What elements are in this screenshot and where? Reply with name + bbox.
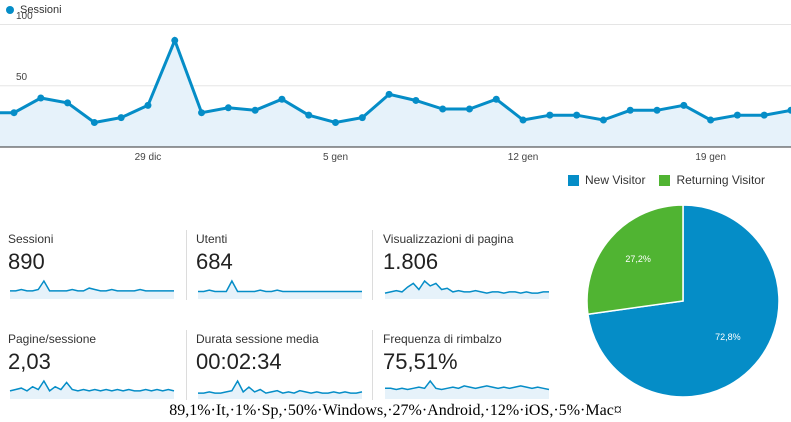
data-point[interactable]: [546, 111, 554, 119]
metric-label: Frequenza di rimbalzo: [383, 332, 502, 346]
metric-value: 2,03: [8, 349, 51, 374]
legend-label: Sessioni: [20, 4, 62, 16]
data-point[interactable]: [224, 104, 232, 112]
x-tick-label: 29 dic: [134, 152, 162, 163]
metric-label: Utenti: [196, 232, 228, 246]
data-point[interactable]: [358, 114, 366, 122]
sparkline-line: [198, 379, 363, 394]
sessions-line-chart[interactable]: [0, 0, 791, 170]
data-point[interactable]: [251, 106, 259, 114]
data-point[interactable]: [439, 105, 447, 113]
data-point[interactable]: [198, 109, 206, 117]
data-point[interactable]: [144, 101, 152, 109]
legend-returning-visitor[interactable]: Returning Visitor: [676, 173, 765, 187]
figure-caption: 89,1%·It,·1%·Sp,·50%·Windows,·27%·Androi…: [169, 402, 622, 419]
metric-label: Visualizzazioni di pagina: [383, 232, 514, 246]
data-point[interactable]: [171, 36, 179, 44]
metric-card[interactable]: Frequenza di rimbalzo 75,51%: [383, 332, 553, 401]
data-point[interactable]: [385, 90, 393, 98]
visitor-type-pie-chart[interactable]: 72,8% 27,2%: [585, 203, 781, 399]
pie-legend: New Visitor Returning Visitor: [568, 173, 765, 187]
metric-sparkline: [10, 279, 174, 299]
sparkline-area: [198, 281, 362, 299]
sparkline-line: [10, 279, 174, 292]
metric-separator: [186, 330, 187, 400]
pie-slice-label: 72,8%: [715, 332, 741, 342]
metric-card[interactable]: Pagine/sessione 2,03: [8, 332, 178, 401]
metric-separator: [372, 330, 373, 400]
sparkline-area: [10, 381, 174, 399]
metric-value: 684: [196, 249, 233, 274]
sparkline-area: [385, 281, 549, 299]
data-point[interactable]: [64, 99, 72, 107]
legend-new-visitor[interactable]: New Visitor: [585, 173, 646, 187]
metric-sparkline: [198, 379, 363, 399]
data-point[interactable]: [787, 106, 791, 114]
metric-separator: [372, 230, 373, 300]
data-point[interactable]: [305, 111, 313, 119]
data-point[interactable]: [599, 116, 607, 124]
pie-slice[interactable]: [586, 204, 684, 316]
metric-card[interactable]: Durata sessione media 00:02:34: [196, 332, 366, 401]
sparkline-area: [385, 381, 549, 399]
data-point[interactable]: [412, 96, 420, 104]
sparkline-area: [198, 381, 362, 399]
metric-card[interactable]: Utenti 684: [196, 232, 366, 301]
data-point[interactable]: [10, 109, 18, 117]
data-point[interactable]: [332, 119, 340, 126]
metric-sparkline: [384, 279, 549, 299]
data-point[interactable]: [760, 111, 768, 119]
data-point[interactable]: [653, 106, 661, 114]
metric-label: Pagine/sessione: [8, 332, 97, 346]
chart-legend-sessioni[interactable]: Sessioni: [6, 4, 62, 16]
legend-dot-icon: [6, 6, 14, 14]
series-area: [0, 40, 791, 147]
x-tick-label: 12 gen: [507, 152, 539, 163]
data-point[interactable]: [90, 119, 98, 126]
metric-sparkline: [198, 279, 362, 299]
metric-separator: [186, 230, 187, 300]
pie-slice-label: 27,2%: [625, 254, 651, 264]
x-tick-label: 19 gen: [695, 152, 726, 163]
metric-value: 75,51%: [383, 349, 458, 374]
sparkline-area: [10, 281, 174, 299]
data-point[interactable]: [37, 94, 45, 102]
data-point[interactable]: [573, 111, 581, 119]
y-tick-label: 50: [16, 71, 28, 83]
x-tick-label: 5 gen: [323, 152, 349, 163]
data-point[interactable]: [117, 114, 125, 122]
metric-value: 1.806: [383, 249, 439, 274]
metric-value: 890: [8, 249, 45, 274]
sparkline-line: [198, 279, 362, 293]
data-point[interactable]: [492, 95, 500, 103]
metric-sparkline: [9, 379, 175, 399]
data-point[interactable]: [278, 95, 286, 103]
metric-label: Durata sessione media: [196, 332, 319, 346]
returning-visitor-swatch-icon: [659, 174, 671, 186]
metric-card[interactable]: Visualizzazioni di pagina 1.806: [383, 232, 553, 301]
metric-label: Sessioni: [8, 232, 54, 246]
data-point[interactable]: [465, 105, 473, 113]
data-point[interactable]: [707, 116, 715, 124]
sparkline-line: [9, 379, 175, 393]
sparkline-line: [385, 379, 550, 391]
y-tick-label: 100: [16, 10, 33, 22]
sparkline-line: [384, 279, 549, 294]
data-point[interactable]: [733, 111, 741, 119]
metric-value: 00:02:34: [196, 349, 282, 374]
metric-sparkline: [385, 379, 550, 399]
data-point[interactable]: [626, 106, 634, 114]
metric-card[interactable]: Sessioni 890: [8, 232, 178, 301]
data-point[interactable]: [519, 116, 527, 124]
new-visitor-swatch-icon: [568, 174, 579, 186]
data-point[interactable]: [680, 101, 688, 109]
